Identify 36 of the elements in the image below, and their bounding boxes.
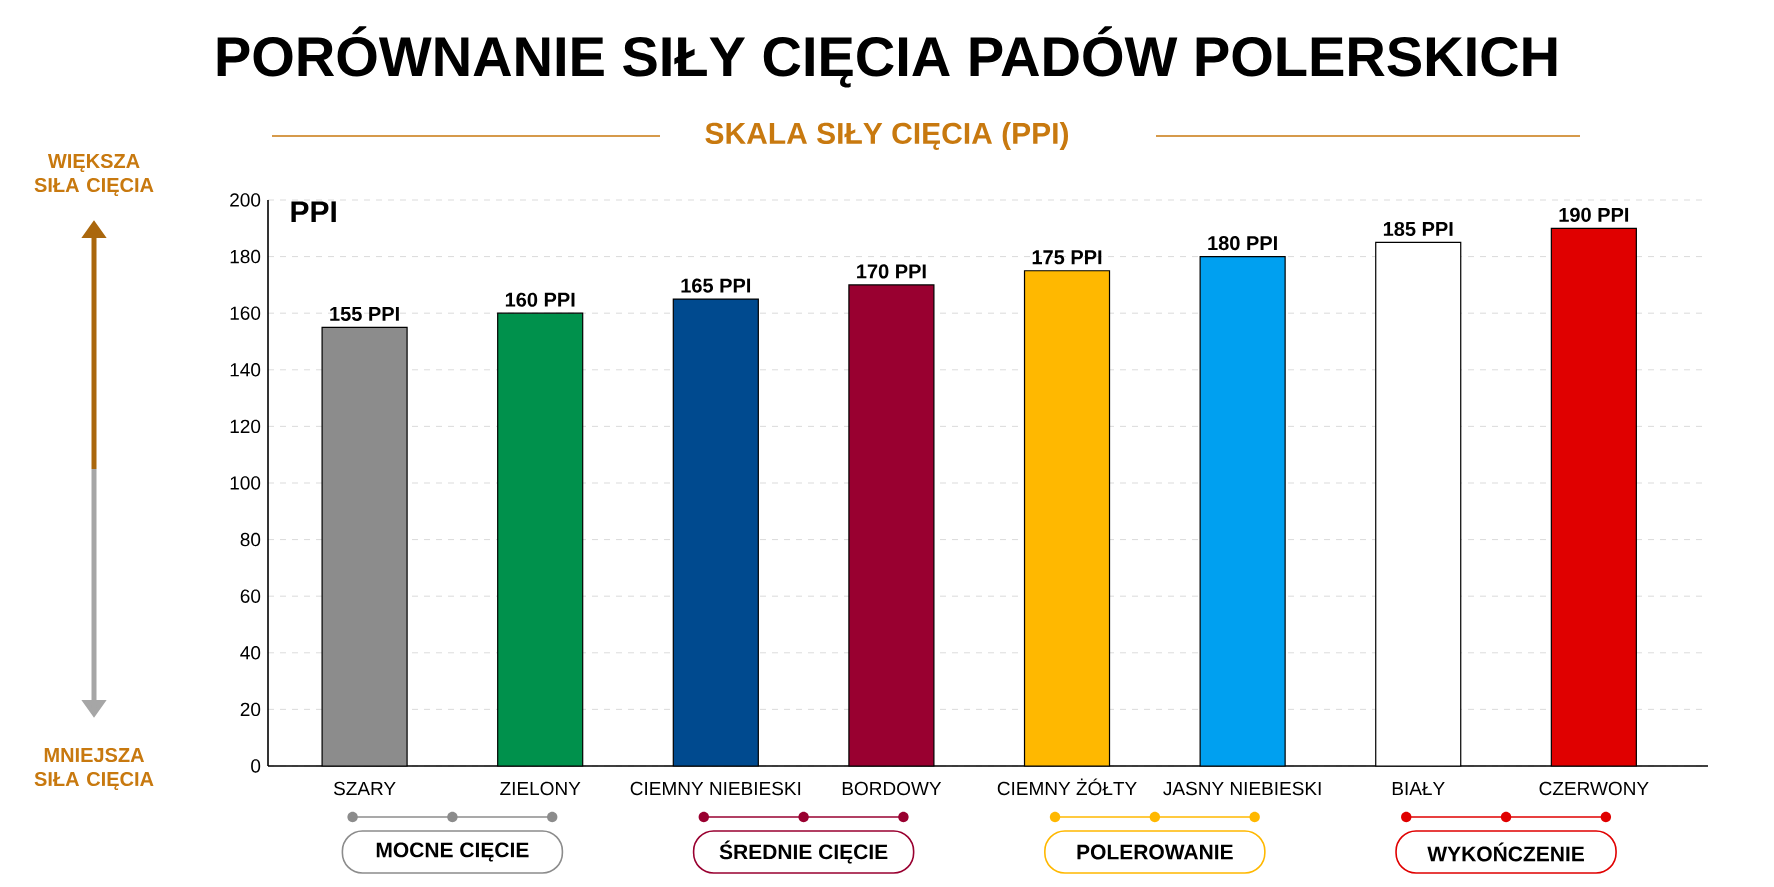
y-tick-label: 80 — [240, 532, 261, 547]
text: MOCNE CIĘCIE — [376, 842, 529, 862]
data-label: 155 PPI — [330, 306, 399, 321]
y-tick-label: 60 — [240, 589, 261, 603]
x-tick-label: CIEMNY NIEBIESKI — [630, 781, 801, 796]
data-label: 165 PPI — [681, 278, 751, 293]
data-label: 160 PPI — [505, 292, 575, 307]
data-label: 175 PPI — [1032, 250, 1102, 265]
y-tick-label: 160 — [230, 306, 261, 320]
x-tick-label: SZARY — [333, 781, 396, 796]
data-label: 180 PPI — [1208, 236, 1277, 251]
y-tick-label: 100 — [230, 476, 261, 490]
text: WIĘKSZA SIŁA CIĘCIA — [34, 153, 154, 197]
x-tick-label: ZIELONY — [500, 781, 581, 796]
y-axis-title: PPI — [291, 201, 336, 223]
text: WYKOŃCZENIE — [1427, 842, 1584, 862]
data-label: 185 PPI — [1383, 221, 1453, 237]
x-tick-label: BIAŁY — [1392, 781, 1445, 796]
chart-subtitle: SKALA SIŁY CIĘCIA (PPI) — [705, 122, 1069, 150]
x-tick-label: BORDOWY — [842, 781, 942, 796]
y-tick-label: 40 — [240, 646, 261, 660]
x-tick-label: CIEMNY ŻÓŁTY — [997, 778, 1137, 796]
y-tick-label: 140 — [230, 363, 261, 377]
y-tick-label: 120 — [230, 419, 261, 434]
x-tick-label: JASNY NIEBIESKI — [1163, 781, 1321, 796]
y-tick-label: 0 — [251, 759, 261, 773]
data-label: 170 PPI — [857, 264, 926, 279]
y-tick-label: 20 — [240, 702, 261, 717]
text: ŚREDNIE CIĘCIE — [719, 840, 888, 864]
chart-title: PORÓWNANIE SIŁY CIĘCIA PADÓW POLERSKICH — [217, 26, 1557, 88]
text: MNIEJSZA SIŁA CIĘCIA — [34, 747, 154, 791]
data-label: 190 PPI — [1559, 207, 1629, 222]
y-tick-label: 200 — [230, 193, 261, 207]
y-tick-label: 180 — [230, 249, 261, 264]
text: POLEROWANIE — [1077, 844, 1233, 860]
x-tick-label: CZERWONY — [1539, 781, 1649, 796]
